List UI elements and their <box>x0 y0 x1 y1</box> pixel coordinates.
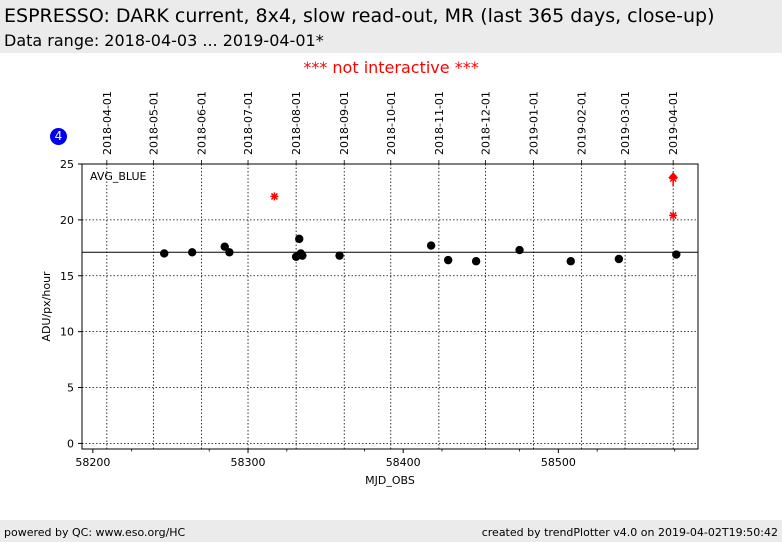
footer-created: created by trendPlotter v4.0 on 2019-04-… <box>481 526 778 539</box>
y-tick-label: 5 <box>67 382 74 395</box>
data-point <box>566 257 575 266</box>
data-point <box>295 234 304 244</box>
data-point <box>220 242 229 251</box>
date-tick-label: 2019-03-01 <box>619 91 632 155</box>
page-title: ESPRESSO: DARK current, 8x4, slow read-o… <box>4 5 715 27</box>
trend-chart: 2018-04-01 2018-05-01 2018-06-01 2018-07-01… <box>40 91 699 487</box>
y-tick-label: 10 <box>60 326 74 339</box>
data-point <box>471 257 481 266</box>
date-tick-label: 2019-02-01 <box>576 91 589 155</box>
data-point <box>426 241 436 250</box>
data-point <box>515 245 524 255</box>
date-tick-label: 2018-06-01 <box>195 91 208 155</box>
data-point <box>672 250 681 259</box>
outlier-arrow-head <box>668 172 679 178</box>
data-point <box>335 251 344 260</box>
y-tick-label: 25 <box>60 158 74 171</box>
data-range: Data range: 2018-04-03 ... 2019-04-01* <box>4 31 324 50</box>
y-tick-label: 0 <box>67 437 74 450</box>
not-interactive-notice: *** not interactive *** <box>303 58 479 77</box>
y-tick-label: 15 <box>60 270 74 283</box>
x-tick-label: 58300 <box>231 456 266 469</box>
data-point <box>443 255 453 265</box>
x-tick-label: 58500 <box>541 456 576 469</box>
x-axis-label: MJD_OBS <box>365 474 415 487</box>
data-point <box>225 248 234 257</box>
date-tick-label: 2018-07-01 <box>242 91 255 155</box>
outlier-point <box>270 192 279 201</box>
date-tick-label: 2018-11-01 <box>433 91 446 155</box>
date-tick-label: 2019-01-01 <box>528 91 541 155</box>
outlier-point <box>669 211 678 220</box>
date-tick-label: 2018-09-01 <box>338 91 351 155</box>
data-point <box>614 254 624 264</box>
header-bar: ESPRESSO: DARK current, 8x4, slow read-o… <box>0 0 782 53</box>
x-tick-label: 58400 <box>386 456 421 469</box>
count-badge: 4 <box>50 128 67 145</box>
data-point <box>187 248 197 257</box>
date-tick-label: 2018-12-01 <box>479 91 492 155</box>
plot-frame <box>81 163 699 450</box>
date-tick-label: 2018-10-01 <box>385 91 398 155</box>
footer-bar: powered by QC: www.eso.org/HC created by… <box>0 520 782 542</box>
date-tick-label: 2018-08-01 <box>290 91 303 155</box>
data-point <box>160 249 169 258</box>
date-tick-label: 2019-04-01 <box>667 91 680 155</box>
date-tick-label: 2018-05-01 <box>147 91 160 155</box>
footer-credit: powered by QC: www.eso.org/HC <box>4 526 186 539</box>
x-tick-label: 58200 <box>75 456 110 469</box>
data-point <box>298 251 307 260</box>
date-tick-label: 2018-04-01 <box>101 91 114 155</box>
y-axis-label: ADU/px/hour <box>40 271 53 342</box>
y-tick-label: 20 <box>60 214 74 227</box>
panel-label: AVG_BLUE <box>90 170 147 183</box>
